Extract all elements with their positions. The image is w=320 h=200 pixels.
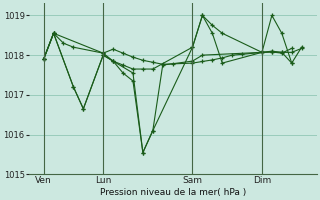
X-axis label: Pression niveau de la mer( hPa ): Pression niveau de la mer( hPa ) [100,188,246,197]
